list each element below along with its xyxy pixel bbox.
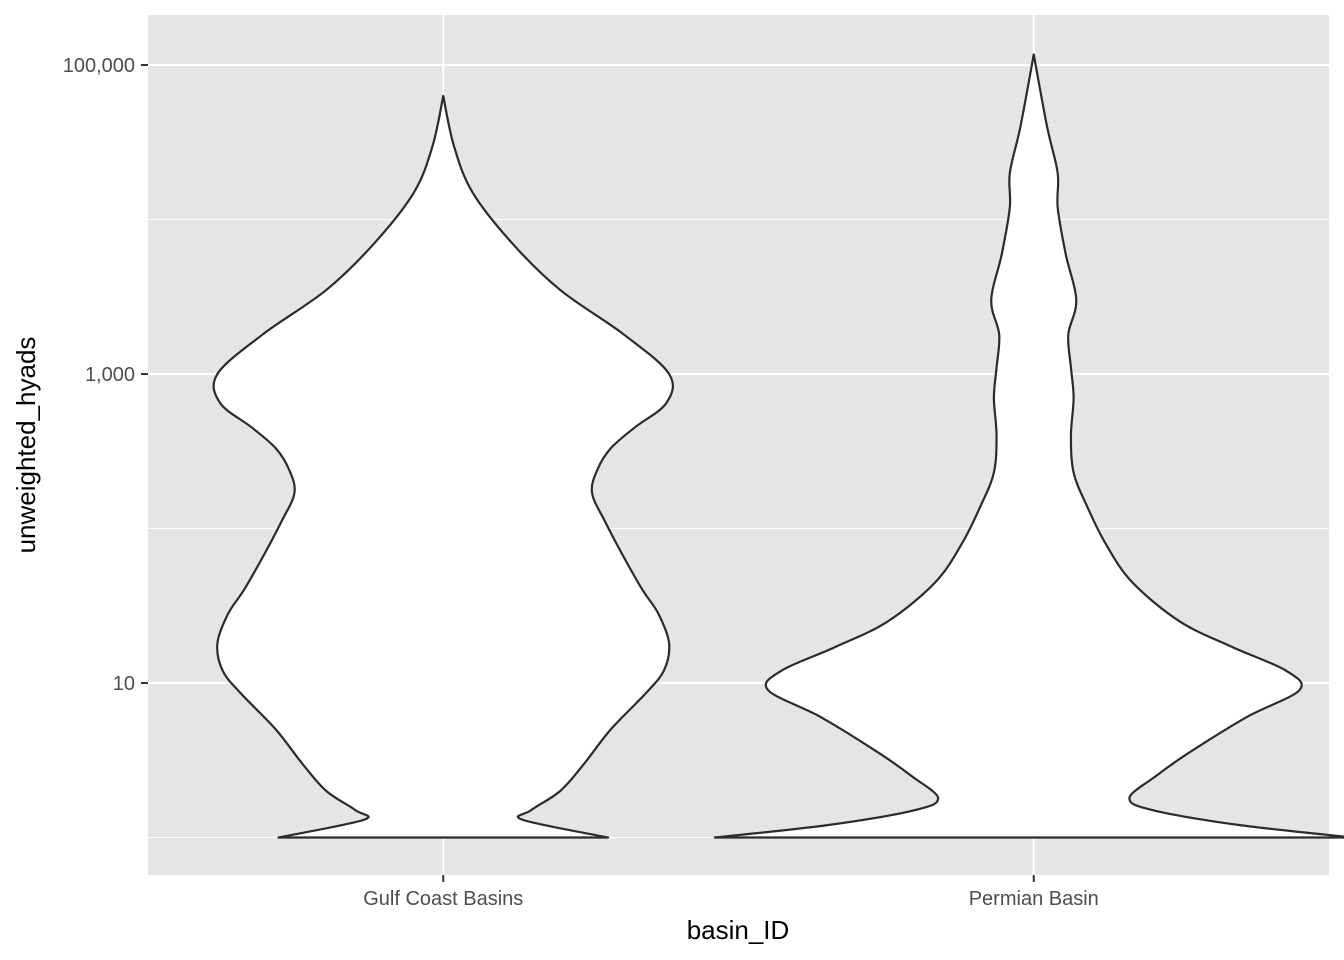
y-tick-label: 100,000 [63,55,135,77]
y-tick-label: 10 [113,673,135,695]
y-axis-title: unweighted_hyads [11,337,41,554]
y-tick-label: 1,000 [85,364,135,386]
violin-gulf-coast-basins [212,94,675,839]
violin-permian-basin [713,53,1344,839]
x-axis-title: basin_ID [687,915,790,945]
violins [212,53,1344,839]
x-tick-label: Gulf Coast Basins [363,888,523,910]
x-tick-label: Permian Basin [969,888,1099,910]
axes: 10 1,000 100,000 Gulf Coast Basins Permian B… [63,55,1099,910]
